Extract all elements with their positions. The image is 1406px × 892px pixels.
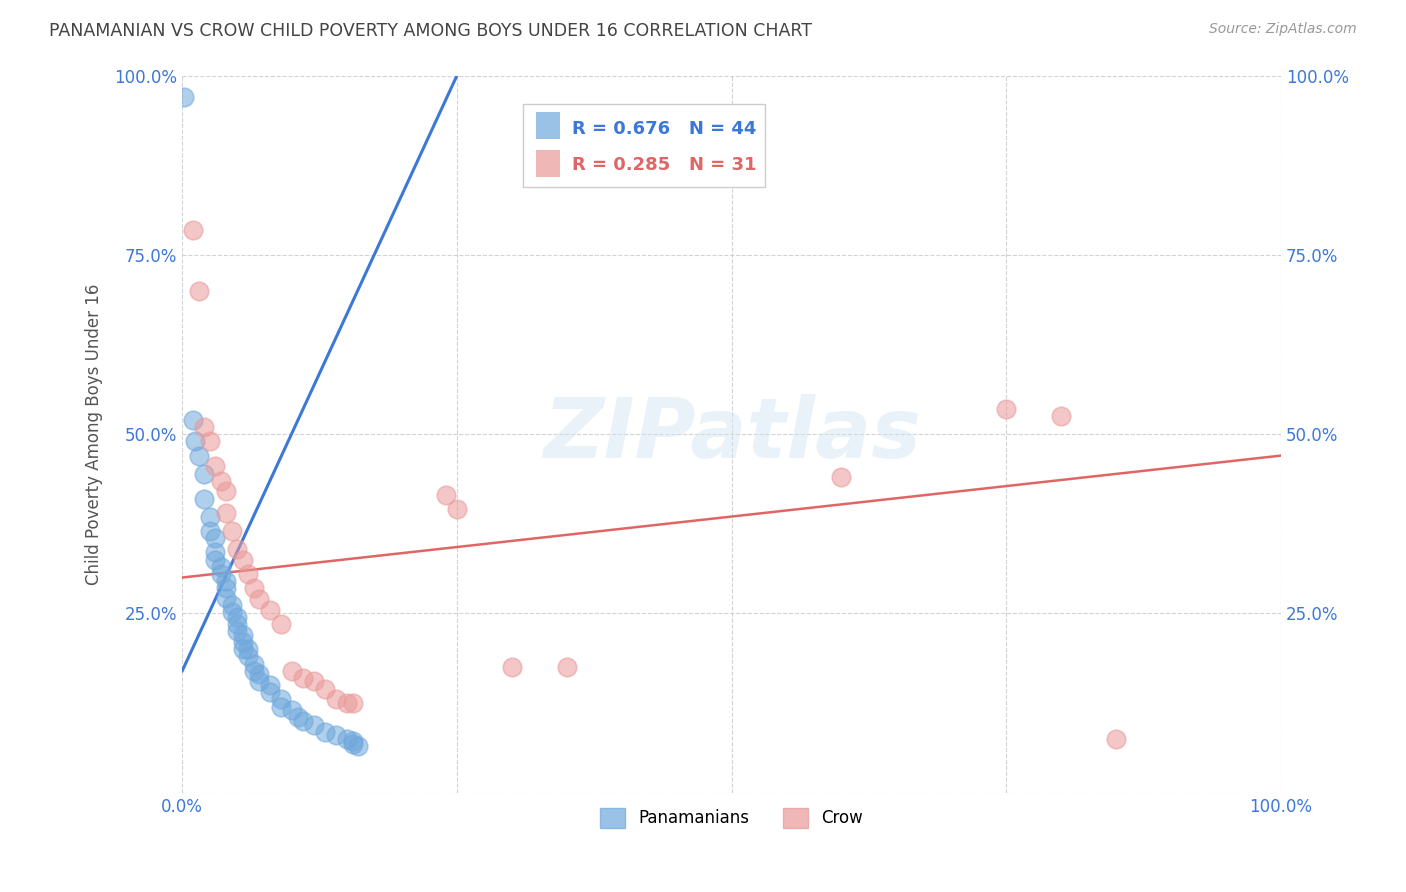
- Point: [173, 90, 195, 104]
- Point: [270, 692, 292, 706]
- Point: [215, 581, 238, 595]
- Point: [242, 657, 264, 671]
- Point: [232, 552, 254, 566]
- Point: [830, 470, 852, 484]
- Point: [292, 671, 315, 685]
- Point: [247, 674, 270, 689]
- Point: [995, 402, 1018, 417]
- Point: [501, 660, 523, 674]
- Point: [204, 545, 226, 559]
- Point: [198, 509, 221, 524]
- Text: R = 0.285   N = 31: R = 0.285 N = 31: [572, 156, 756, 174]
- Point: [215, 506, 238, 520]
- Point: [281, 703, 304, 717]
- Point: [198, 434, 221, 449]
- Point: [193, 420, 215, 434]
- Point: [242, 664, 264, 678]
- Point: [1050, 409, 1073, 424]
- Point: [342, 696, 364, 710]
- Point: [181, 223, 204, 237]
- Point: [281, 664, 304, 678]
- Point: [232, 642, 254, 657]
- Point: [247, 592, 270, 607]
- Point: [434, 488, 457, 502]
- Bar: [536, 112, 560, 139]
- Point: [187, 449, 209, 463]
- Point: [342, 734, 364, 748]
- Point: [232, 635, 254, 649]
- Legend: Panamanians, Crow: Panamanians, Crow: [593, 801, 870, 835]
- Point: [347, 739, 370, 753]
- Point: [336, 696, 359, 710]
- Point: [325, 692, 347, 706]
- Point: [325, 728, 347, 742]
- Point: [247, 667, 270, 681]
- Point: [226, 541, 249, 556]
- Point: [215, 484, 238, 499]
- Point: [292, 714, 315, 728]
- Point: [209, 566, 232, 581]
- Text: PANAMANIAN VS CROW CHILD POVERTY AMONG BOYS UNDER 16 CORRELATION CHART: PANAMANIAN VS CROW CHILD POVERTY AMONG B…: [49, 22, 813, 40]
- Point: [302, 717, 325, 731]
- Point: [238, 642, 260, 657]
- Y-axis label: Child Poverty Among Boys Under 16: Child Poverty Among Boys Under 16: [86, 284, 103, 585]
- Point: [193, 467, 215, 481]
- Text: R = 0.676   N = 44: R = 0.676 N = 44: [572, 120, 756, 138]
- Point: [215, 574, 238, 588]
- Point: [209, 474, 232, 488]
- Point: [204, 552, 226, 566]
- Point: [287, 710, 309, 724]
- Point: [238, 566, 260, 581]
- Point: [215, 591, 238, 605]
- Point: [259, 603, 281, 617]
- Point: [1105, 731, 1128, 746]
- Bar: [536, 150, 560, 177]
- Point: [226, 617, 249, 632]
- Point: [226, 624, 249, 639]
- Point: [259, 678, 281, 692]
- Point: [446, 502, 468, 516]
- Point: [259, 685, 281, 699]
- Point: [314, 681, 336, 696]
- Point: [221, 524, 243, 538]
- Point: [270, 699, 292, 714]
- Point: [184, 434, 207, 449]
- Bar: [523, 104, 765, 186]
- Text: Source: ZipAtlas.com: Source: ZipAtlas.com: [1209, 22, 1357, 37]
- Point: [181, 413, 204, 427]
- Point: [242, 581, 264, 595]
- Point: [221, 598, 243, 612]
- Point: [555, 660, 578, 674]
- Point: [221, 605, 243, 619]
- Point: [204, 459, 226, 474]
- Point: [193, 491, 215, 506]
- Point: [226, 610, 249, 624]
- Point: [198, 524, 221, 538]
- Text: ZIPatlas: ZIPatlas: [543, 393, 921, 475]
- Point: [204, 531, 226, 545]
- Point: [342, 737, 364, 751]
- Point: [270, 617, 292, 632]
- Point: [187, 284, 209, 298]
- Point: [209, 559, 232, 574]
- Point: [238, 649, 260, 664]
- Point: [302, 674, 325, 689]
- Point: [314, 724, 336, 739]
- Point: [232, 628, 254, 642]
- Point: [336, 731, 359, 746]
